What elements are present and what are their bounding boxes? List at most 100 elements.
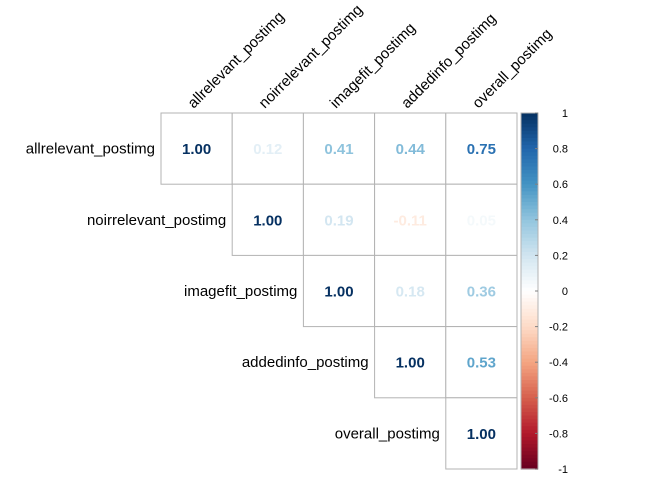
colorbar-segment	[521, 223, 538, 228]
colorbar-segment	[521, 376, 538, 381]
colorbar-segment	[521, 454, 538, 459]
colorbar-tick-label: -0.4	[549, 357, 568, 369]
colorbar-segment	[521, 312, 538, 317]
colorbar-segment	[521, 436, 538, 442]
colorbar-segment	[521, 401, 538, 406]
cell-value-label: 0.05	[467, 212, 496, 229]
colorbar-segment	[521, 451, 538, 456]
colorbar-segment	[521, 130, 538, 135]
colorbar-segment	[521, 266, 538, 271]
colorbar-segment	[521, 415, 538, 420]
colorbar-segment	[521, 330, 538, 335]
matrix-cell	[302, 254, 376, 328]
colorbar-segment	[521, 294, 538, 299]
colorbar-segment	[521, 255, 538, 260]
row-labels: allrelevant_postimg noirrelevant_postimgi…	[26, 141, 440, 443]
colorbar-segment	[521, 315, 538, 321]
matrix-cell	[445, 326, 518, 399]
colorbar-segment	[521, 447, 538, 452]
colorbar-segment	[521, 429, 538, 434]
cell-value-label: 1.00	[253, 212, 282, 229]
colorbar-segment	[521, 351, 538, 356]
cell-value-label: 1.00	[324, 284, 353, 301]
colorbar-segment	[521, 372, 538, 378]
colorbar-tick-label: 1	[562, 108, 568, 120]
colorbar-segment	[521, 251, 538, 256]
colorbar-segment	[521, 344, 538, 349]
cell-value-label: 1.00	[182, 141, 211, 158]
colorbar-segment	[521, 155, 538, 160]
colorbar-segment	[521, 145, 538, 150]
colorbar-segment	[521, 280, 538, 285]
colorbar-segment	[521, 287, 538, 292]
colorbar-segment	[521, 426, 538, 431]
colorbar-segment	[521, 127, 538, 132]
cell-value-label: 0.53	[467, 355, 496, 372]
colorbar-segment	[521, 244, 538, 249]
colorbar-segment	[521, 159, 538, 164]
colorbar-segment	[521, 337, 538, 342]
colorbar-segment	[521, 226, 538, 232]
colorbar-segment	[521, 298, 538, 303]
colorbar-segment	[521, 202, 538, 207]
colorbar-segment	[521, 394, 538, 399]
colorbar-legend: 1 0.8 0.6 0.4 0.2 0 -0.2 -0.4 -0.6 -0.8 -1	[520, 108, 568, 476]
colorbar-segment	[521, 209, 538, 214]
colorbar-tick-label: 0	[562, 286, 568, 298]
colorbar-segment	[521, 230, 538, 235]
colorbar-segment	[521, 340, 538, 345]
colorbar-segment	[521, 404, 538, 410]
colorbar-segment	[521, 362, 538, 367]
colorbar-segment	[521, 461, 538, 467]
colorbar-segment	[521, 301, 538, 306]
colorbar-segment	[521, 191, 538, 196]
colorbar-segment	[521, 262, 538, 267]
colorbar-segment	[521, 152, 538, 157]
colorbar-segment	[521, 216, 538, 221]
colorbar-segment	[521, 355, 538, 360]
colorbar-segment	[521, 383, 538, 388]
colorbar-segment	[521, 444, 538, 449]
colorbar-segment	[521, 241, 538, 246]
colorbar-segment	[521, 422, 538, 427]
colorbar-segment	[521, 123, 538, 128]
colorbar-tick-label: 0.6	[553, 179, 568, 191]
colorbar-segment	[521, 283, 538, 289]
colorbar-segment	[521, 141, 538, 146]
colorbar-tick-label: -0.2	[549, 322, 568, 334]
colorbar-segment	[521, 369, 538, 374]
colorbar-segment	[521, 358, 538, 363]
colorbar-segment	[521, 148, 538, 153]
colorbar-segment	[521, 323, 538, 328]
colorbar-segment	[521, 276, 538, 281]
cell-value-label: -0.11	[394, 212, 427, 229]
colorbar-segment	[521, 219, 538, 224]
matrix-cells: 1.00 0.12 0.41 0.44 0.75 1.00 0.19 -0.11 0.05 1.0…	[182, 141, 496, 443]
colorbar-segment	[521, 169, 538, 175]
cell-value-label: 0.75	[467, 141, 496, 158]
colorbar-segment	[521, 134, 538, 139]
colorbar-segment	[521, 390, 538, 395]
matrix-cell	[445, 397, 518, 470]
colorbar-segment	[521, 258, 538, 264]
colorbar-segment	[521, 419, 538, 424]
cell-value-label: 0.41	[324, 141, 353, 158]
colorbar-segment	[521, 120, 538, 125]
colorbar-segment	[521, 465, 538, 470]
row-label: imagefit_postimg	[184, 283, 297, 300]
row-label: allrelevant_postimg	[26, 141, 155, 158]
colorbar-segment	[521, 291, 538, 296]
colorbar-tick-label: -0.6	[549, 393, 568, 405]
colorbar-segment	[521, 212, 538, 217]
cell-value-label: 0.18	[396, 284, 425, 301]
colorbar-segment	[521, 162, 538, 167]
matrix-cell	[231, 112, 304, 185]
matrix-cell	[231, 183, 304, 256]
colorbar-segment	[521, 326, 538, 331]
colorbar-segment	[521, 333, 538, 338]
cell-value-label: 0.44	[396, 141, 426, 158]
colorbar-segment	[521, 198, 538, 203]
colorbar-tick-label: -0.8	[549, 428, 568, 440]
colorbar-segment	[521, 234, 538, 239]
cell-value-label: 0.12	[253, 141, 282, 158]
